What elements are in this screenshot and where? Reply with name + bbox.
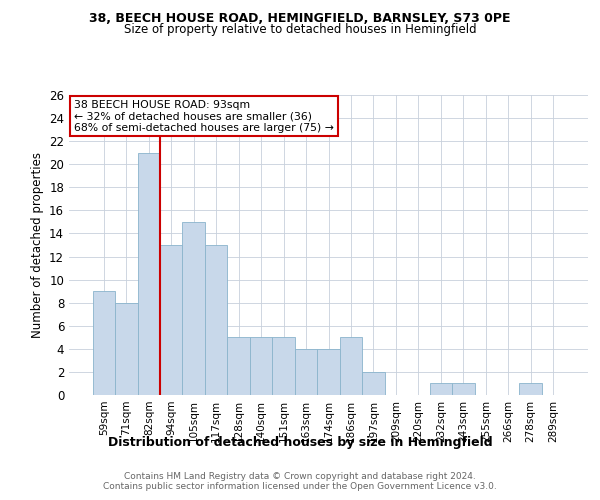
Bar — [182, 222, 205, 395]
Bar — [205, 245, 227, 395]
Y-axis label: Number of detached properties: Number of detached properties — [31, 152, 44, 338]
Bar — [340, 338, 362, 395]
Bar — [362, 372, 385, 395]
Bar — [227, 338, 250, 395]
Text: Contains HM Land Registry data © Crown copyright and database right 2024.: Contains HM Land Registry data © Crown c… — [124, 472, 476, 481]
Bar — [295, 349, 317, 395]
Text: Contains public sector information licensed under the Open Government Licence v3: Contains public sector information licen… — [103, 482, 497, 491]
Bar — [520, 384, 542, 395]
Text: Size of property relative to detached houses in Hemingfield: Size of property relative to detached ho… — [124, 22, 476, 36]
Text: Distribution of detached houses by size in Hemingfield: Distribution of detached houses by size … — [107, 436, 493, 449]
Text: 38 BEECH HOUSE ROAD: 93sqm
← 32% of detached houses are smaller (36)
68% of semi: 38 BEECH HOUSE ROAD: 93sqm ← 32% of deta… — [74, 100, 334, 132]
Text: 38, BEECH HOUSE ROAD, HEMINGFIELD, BARNSLEY, S73 0PE: 38, BEECH HOUSE ROAD, HEMINGFIELD, BARNS… — [89, 12, 511, 26]
Bar — [160, 245, 182, 395]
Bar — [137, 152, 160, 395]
Bar — [250, 338, 272, 395]
Bar — [452, 384, 475, 395]
Bar — [430, 384, 452, 395]
Bar — [272, 338, 295, 395]
Bar — [92, 291, 115, 395]
Bar — [115, 302, 137, 395]
Bar — [317, 349, 340, 395]
